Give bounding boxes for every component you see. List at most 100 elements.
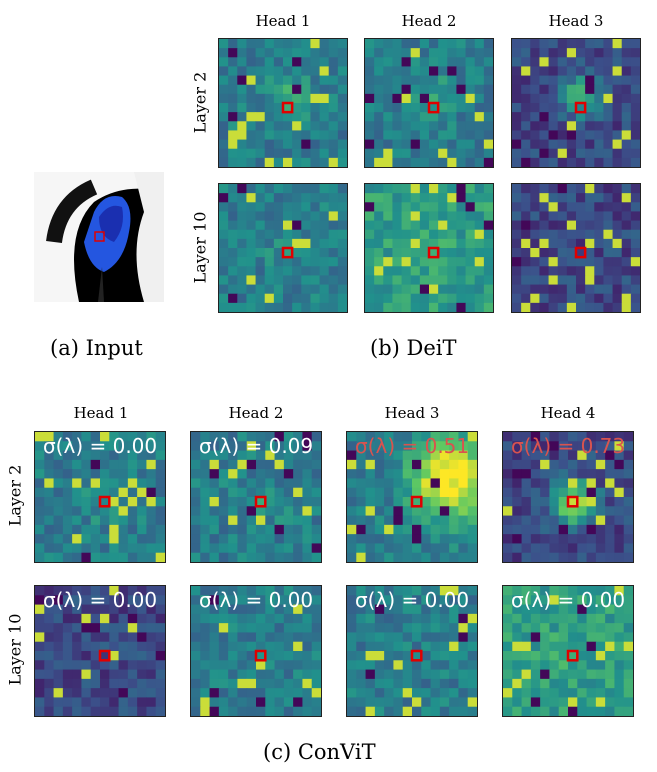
heatmap-cell <box>603 157 614 167</box>
heatmap-cell <box>412 506 422 517</box>
heatmap-cell <box>576 302 586 312</box>
heatmap-cell <box>90 506 101 517</box>
heatmap-cell <box>540 623 550 633</box>
heatmap-cell <box>256 669 266 680</box>
heatmap-cell <box>146 678 157 689</box>
heatmap-cell <box>100 669 110 680</box>
heatmap-cell <box>219 112 229 122</box>
heatmap-cell <box>319 157 330 167</box>
heatmap-cell <box>612 57 623 67</box>
heatmap-cell <box>219 103 229 113</box>
heatmap-cell <box>548 266 559 276</box>
heatmap-cell <box>465 130 476 141</box>
heatmap-cell <box>292 157 302 167</box>
heatmap-cell <box>540 497 550 507</box>
heatmap-cell <box>118 497 129 507</box>
heatmap-cell <box>557 266 568 276</box>
heatmap-cell <box>72 632 82 643</box>
heatmap-cell <box>549 432 560 442</box>
heatmap-cell <box>100 604 110 615</box>
heatmap-cell <box>384 441 394 452</box>
heatmap-cell <box>255 66 266 77</box>
heatmap-cell <box>402 595 413 606</box>
heatmap-cell <box>137 688 147 698</box>
heatmap-cell <box>540 688 550 698</box>
heatmap-cell <box>548 57 559 67</box>
heatmap-cell <box>577 651 588 661</box>
heatmap-cell <box>374 148 384 159</box>
heatmap-cell <box>577 641 588 652</box>
heatmap-cell <box>283 441 294 452</box>
heatmap-cell <box>393 487 404 498</box>
heatmap-cell <box>209 515 220 526</box>
heatmap-cell <box>577 487 588 498</box>
heatmap-cell <box>605 678 615 689</box>
heatmap-cell <box>155 469 165 479</box>
heatmap-cell <box>521 469 532 479</box>
heatmap-cell <box>410 130 421 141</box>
heatmap-cell <box>410 93 421 104</box>
heatmap-cell <box>118 450 129 461</box>
heatmap-cell <box>585 193 595 203</box>
heatmap-cell <box>283 139 293 150</box>
heatmap-cell <box>127 641 138 652</box>
heatmap-cell <box>44 604 55 615</box>
heatmap-cell <box>557 139 568 150</box>
heatmap-cell <box>566 302 577 312</box>
heatmap-cell <box>35 623 45 633</box>
heatmap-cell <box>421 534 432 544</box>
heatmap-cell <box>328 148 339 159</box>
heatmap-cell <box>44 595 55 606</box>
heatmap-cell <box>530 604 541 615</box>
heatmap-cell <box>438 84 448 95</box>
heatmap-cell <box>293 678 303 689</box>
heatmap-cell <box>577 595 588 606</box>
heatmap-cell <box>256 632 266 643</box>
heatmap-cell <box>237 184 247 194</box>
heatmap-cell <box>356 450 367 461</box>
query-patch-marker <box>427 246 440 259</box>
heatmap-cell <box>412 441 422 452</box>
heatmap-cell <box>512 302 522 312</box>
heatmap-cell <box>256 595 266 606</box>
heatmap-cell <box>256 586 266 596</box>
heatmap-cell <box>328 229 339 240</box>
heatmap-cell <box>356 641 367 652</box>
heatmap-cell <box>191 641 201 652</box>
heatmap-cell <box>557 148 568 159</box>
heatmap-cell <box>256 543 266 554</box>
heatmap-cell <box>127 613 138 624</box>
heatmap-cell <box>548 139 559 150</box>
heatmap-cell <box>474 93 485 104</box>
heatmap-cell <box>347 441 357 452</box>
heatmap-cell <box>293 613 303 624</box>
deit-row-layer10-label: Layer 10 <box>190 211 210 284</box>
heatmap-cell <box>503 534 513 544</box>
heatmap-cell <box>521 697 532 708</box>
heatmap-cell <box>265 543 276 554</box>
heatmap-cell <box>256 469 266 479</box>
heatmap-cell <box>458 688 469 698</box>
heatmap-cell <box>365 184 375 194</box>
heatmap-cell <box>521 284 531 295</box>
heatmap-cell <box>614 487 625 498</box>
heatmap-cell <box>410 193 421 203</box>
heatmap-cell <box>401 130 412 141</box>
heatmap-cell <box>109 586 120 596</box>
heatmap-cell <box>274 497 285 507</box>
heatmap-cell <box>191 469 201 479</box>
heatmap-cell <box>265 641 276 652</box>
heatmap-cell <box>337 84 347 95</box>
heatmap-cell <box>512 432 523 442</box>
heatmap-cell <box>521 641 532 652</box>
heatmap-cell <box>283 257 293 267</box>
heatmap-cell <box>512 613 523 624</box>
heatmap-cell <box>90 469 101 479</box>
heatmap-cell <box>337 220 347 231</box>
heatmap-cell <box>191 534 201 544</box>
heatmap-cell <box>456 211 467 222</box>
heatmap-cell <box>81 543 92 554</box>
heatmap-cell <box>539 75 550 86</box>
heatmap-cell <box>439 534 450 544</box>
heatmap-cell <box>557 229 568 240</box>
